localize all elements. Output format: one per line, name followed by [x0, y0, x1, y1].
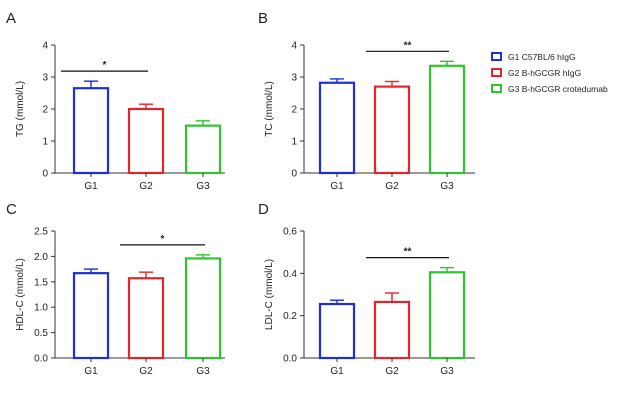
y-tick-label: 0.0	[283, 354, 297, 365]
y-tick-label: 4	[42, 41, 48, 52]
x-tick-label: G2	[139, 181, 153, 192]
x-tick-label: G2	[385, 181, 399, 192]
significance-label: *	[161, 234, 165, 245]
legend-swatch	[491, 52, 502, 61]
x-tick-label: G1	[84, 366, 98, 377]
bar-g2	[373, 85, 411, 175]
panel-letter: D	[258, 201, 269, 218]
y-tick-label: 1	[42, 137, 48, 148]
legend-swatch	[491, 68, 502, 77]
y-tick-label: 0.4	[283, 269, 297, 280]
y-tick-label: 0.2	[283, 311, 297, 322]
legend-label: G2 B-hGCGR hIgG	[508, 68, 581, 78]
panel-letter: A	[6, 10, 16, 27]
y-tick-label: 4	[291, 41, 297, 52]
y-tick-label: 0.6	[283, 227, 297, 238]
x-tick-label: G3	[440, 181, 454, 192]
bar-g3	[428, 271, 466, 360]
bar-g3	[184, 257, 222, 360]
bar-g1	[72, 272, 110, 360]
y-tick-label: 3	[42, 73, 48, 84]
y-axis-title: LDL-C (mmol/L)	[264, 259, 275, 330]
bar-g1	[72, 87, 110, 175]
y-axis-title: TC (mmol/L)	[264, 81, 275, 137]
x-tick-label: G1	[84, 181, 98, 192]
significance-label: **	[404, 40, 412, 51]
bar-g2	[373, 300, 411, 360]
x-tick-label: G3	[440, 366, 454, 377]
x-tick-label: G2	[139, 366, 153, 377]
x-tick-label: G3	[196, 181, 210, 192]
y-tick-label: 0	[291, 169, 297, 180]
significance-label: *	[103, 60, 107, 71]
x-tick-label: G1	[330, 366, 344, 377]
x-tick-label: G3	[196, 366, 210, 377]
x-tick-label: G2	[385, 366, 399, 377]
y-tick-label: 1	[291, 137, 297, 148]
bar-g1	[318, 81, 356, 175]
y-axis-title: TG (mmol/L)	[15, 81, 26, 137]
y-axis-title: HDL-C (mmol/L)	[15, 258, 26, 331]
significance-label: **	[404, 247, 412, 258]
chart-panel-a: A 0 1 2 3 4 TG (mmol/L) G1 G2 G3 *	[6, 10, 225, 192]
bar-g3	[428, 64, 466, 175]
bar-g2	[127, 277, 165, 360]
chart-panel-d: D 0.0 0.2 0.4 0.6 LDL-C (mmol/L) G1 G2 G3 **	[258, 201, 475, 377]
y-tick-label: 1.0	[34, 303, 48, 314]
y-tick-label: 2.0	[34, 252, 48, 263]
chart-panel-b: B 0 1 2 3 4 TC (mmol/L) G1 G2 G3 **	[258, 10, 475, 192]
x-tick-label: G1	[330, 181, 344, 192]
y-tick-label: 0.5	[34, 328, 48, 339]
y-tick-label: 3	[291, 73, 297, 84]
legend-label: G1 C57BL/6 hIgG	[508, 52, 576, 62]
y-tick-label: 0	[42, 169, 48, 180]
panel-letter: B	[258, 10, 268, 27]
legend-swatch	[491, 84, 502, 93]
bar-g1	[318, 302, 356, 360]
y-tick-label: 2	[42, 105, 48, 116]
chart-panel-c: C 0.0 0.5 1.0 1.5 2.0 2.5 HDL-C (mmol/L) G1 G2 G3 *	[6, 201, 225, 377]
legend-label: G3 B-hGCGR crotedumab	[508, 84, 608, 94]
y-tick-label: 2	[291, 105, 297, 116]
y-tick-label: 1.5	[34, 277, 48, 288]
y-tick-label: 2.5	[34, 227, 48, 238]
legend: G1 C57BL/6 hIgG G2 B-hGCGR hIgG G3 B-hGCGR…	[491, 52, 608, 94]
bar-g3	[184, 124, 222, 175]
panel-letter: C	[6, 201, 17, 218]
bar-g2	[127, 107, 165, 175]
y-tick-label: 0.0	[34, 354, 48, 365]
